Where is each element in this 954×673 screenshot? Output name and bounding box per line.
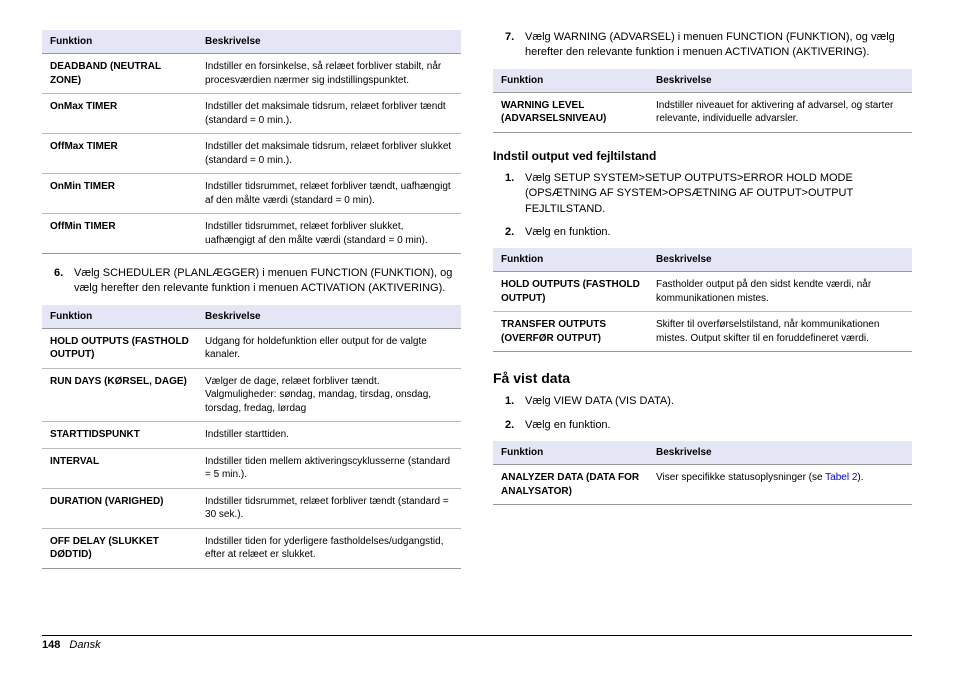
page-number: 148 — [42, 639, 60, 651]
cell-beskrivelse: Indstiller det maksimale tidsrum, relæet… — [197, 94, 461, 134]
table-row: RUN DAYS (KØRSEL, DAGE)Vælger de dage, r… — [42, 368, 461, 422]
table-row: HOLD OUTPUTS (FASTHOLD OUTPUT)Udgang for… — [42, 328, 461, 368]
cell-beskrivelse: Indstiller tidsrummet, relæet forbliver … — [197, 488, 461, 528]
error-step-1: 1. Vælg SETUP SYSTEM>SETUP OUTPUTS>ERROR… — [505, 171, 912, 217]
table-row: WARNING LEVEL (ADVARSELSNIVEAU)Indstille… — [493, 92, 912, 132]
table-row: HOLD OUTPUTS (FASTHOLD OUTPUT)Fastholder… — [493, 272, 912, 312]
cell-funktion: RUN DAYS (KØRSEL, DAGE) — [42, 368, 197, 422]
cell-funktion: HOLD OUTPUTS (FASTHOLD OUTPUT) — [42, 328, 197, 368]
step-text: Vælg SCHEDULER (PLANLÆGGER) i menuen FUN… — [74, 266, 461, 297]
col-funktion: Funktion — [42, 30, 197, 54]
table-scheduler: Funktion Beskrivelse HOLD OUTPUTS (FASTH… — [42, 305, 461, 569]
cell-beskrivelse: Indstiller niveauet for aktivering af ad… — [648, 92, 912, 132]
page-language: Dansk — [69, 639, 100, 651]
col-beskrivelse: Beskrivelse — [197, 305, 461, 329]
step-number: 7. — [505, 30, 525, 61]
step-number: 1. — [505, 394, 525, 409]
cell-beskrivelse: Skifter til overførselstilstand, når kom… — [648, 312, 912, 352]
cell-funktion: OFF DELAY (SLUKKET DØDTID) — [42, 528, 197, 568]
step-number: 2. — [505, 418, 525, 433]
cell-beskrivelse: Udgang for holdefunktion eller output fo… — [197, 328, 461, 368]
cell-funktion: WARNING LEVEL (ADVARSELSNIVEAU) — [493, 92, 648, 132]
right-column: 7. Vælg WARNING (ADVARSEL) i menuen FUNC… — [493, 24, 912, 624]
cell-beskrivelse: Indstiller tiden mellem aktiveringscyklu… — [197, 448, 461, 488]
step-text: Vælg VIEW DATA (VIS DATA). — [525, 394, 912, 409]
cell-funktion: DURATION (VARIGHED) — [42, 488, 197, 528]
cell-funktion: ANALYZER DATA (DATA FOR ANALYSATOR) — [493, 465, 648, 505]
left-column: Funktion Beskrivelse DEADBAND (NEUTRAL Z… — [42, 24, 461, 624]
step-7: 7. Vælg WARNING (ADVARSEL) i menuen FUNC… — [505, 30, 912, 61]
table-function-timers: Funktion Beskrivelse DEADBAND (NEUTRAL Z… — [42, 30, 461, 254]
col-funktion: Funktion — [493, 441, 648, 465]
cell-beskrivelse: Indstiller tiden for yderligere fasthold… — [197, 528, 461, 568]
cell-beskrivelse: Fastholder output på den sidst kendte væ… — [648, 272, 912, 312]
table-row: STARTTIDSPUNKTIndstiller starttiden. — [42, 422, 461, 449]
col-funktion: Funktion — [493, 248, 648, 272]
cell-funktion: HOLD OUTPUTS (FASTHOLD OUTPUT) — [493, 272, 648, 312]
table-row: OffMin TIMERIndstiller tidsrummet, relæe… — [42, 214, 461, 254]
table-row: DEADBAND (NEUTRAL ZONE)Indstiller en for… — [42, 54, 461, 94]
cell-beskrivelse: Indstiller tidsrummet, relæet forbliver … — [197, 214, 461, 254]
table-row: OffMax TIMERIndstiller det maksimale tid… — [42, 134, 461, 174]
cell-beskrivelse: Indstiller starttiden. — [197, 422, 461, 449]
cell-funktion: INTERVAL — [42, 448, 197, 488]
step-6: 6. Vælg SCHEDULER (PLANLÆGGER) i menuen … — [54, 266, 461, 297]
cell-funktion: OnMin TIMER — [42, 174, 197, 214]
col-beskrivelse: Beskrivelse — [197, 30, 461, 54]
cell-beskrivelse: Indstiller en forsinkelse, så relæet for… — [197, 54, 461, 94]
table-row: DURATION (VARIGHED)Indstiller tidsrummet… — [42, 488, 461, 528]
cell-funktion: OnMax TIMER — [42, 94, 197, 134]
step-text: Vælg en funktion. — [525, 225, 912, 240]
cell-funktion: STARTTIDSPUNKT — [42, 422, 197, 449]
col-beskrivelse: Beskrivelse — [648, 248, 912, 272]
table-warning: Funktion Beskrivelse WARNING LEVEL (ADVA… — [493, 69, 912, 133]
heading-view-data: Få vist data — [493, 370, 912, 386]
table-row: OnMax TIMERIndstiller det maksimale tids… — [42, 94, 461, 134]
cell-funktion: TRANSFER OUTPUTS (OVERFØR OUTPUT) — [493, 312, 648, 352]
table-row: OFF DELAY (SLUKKET DØDTID)Indstiller tid… — [42, 528, 461, 568]
heading-error-output: Indstil output ved fejltilstand — [493, 149, 912, 163]
table-view-data: Funktion Beskrivelse ANALYZER DATA (DATA… — [493, 441, 912, 505]
col-funktion: Funktion — [493, 69, 648, 93]
cell-funktion: OffMax TIMER — [42, 134, 197, 174]
step-text: Vælg WARNING (ADVARSEL) i menuen FUNCTIO… — [525, 30, 912, 61]
cell-beskrivelse: Indstiller det maksimale tidsrum, relæet… — [197, 134, 461, 174]
cell-beskrivelse: Viser specifikke statusoplysninger (se T… — [648, 465, 912, 505]
link-tabel[interactable]: Tabel 2 — [825, 472, 857, 483]
step-number: 1. — [505, 171, 525, 217]
error-step-2: 2. Vælg en funktion. — [505, 225, 912, 240]
step-number: 2. — [505, 225, 525, 240]
cell-funktion: OffMin TIMER — [42, 214, 197, 254]
col-funktion: Funktion — [42, 305, 197, 329]
step-text: Vælg SETUP SYSTEM>SETUP OUTPUTS>ERROR HO… — [525, 171, 912, 217]
table-row: OnMin TIMERIndstiller tidsrummet, relæet… — [42, 174, 461, 214]
table-row: ANALYZER DATA (DATA FOR ANALYSATOR)Viser… — [493, 465, 912, 505]
page-footer: 148 Dansk — [42, 635, 912, 651]
table-row: INTERVALIndstiller tiden mellem aktiveri… — [42, 448, 461, 488]
col-beskrivelse: Beskrivelse — [648, 69, 912, 93]
table-row: TRANSFER OUTPUTS (OVERFØR OUTPUT)Skifter… — [493, 312, 912, 352]
col-beskrivelse: Beskrivelse — [648, 441, 912, 465]
view-step-1: 1. Vælg VIEW DATA (VIS DATA). — [505, 394, 912, 409]
step-number: 6. — [54, 266, 74, 297]
cell-beskrivelse: Vælger de dage, relæet forbliver tændt. … — [197, 368, 461, 422]
cell-beskrivelse: Indstiller tidsrummet, relæet forbliver … — [197, 174, 461, 214]
table-error-hold: Funktion Beskrivelse HOLD OUTPUTS (FASTH… — [493, 248, 912, 352]
view-step-2: 2. Vælg en funktion. — [505, 418, 912, 433]
step-text: Vælg en funktion. — [525, 418, 912, 433]
cell-funktion: DEADBAND (NEUTRAL ZONE) — [42, 54, 197, 94]
